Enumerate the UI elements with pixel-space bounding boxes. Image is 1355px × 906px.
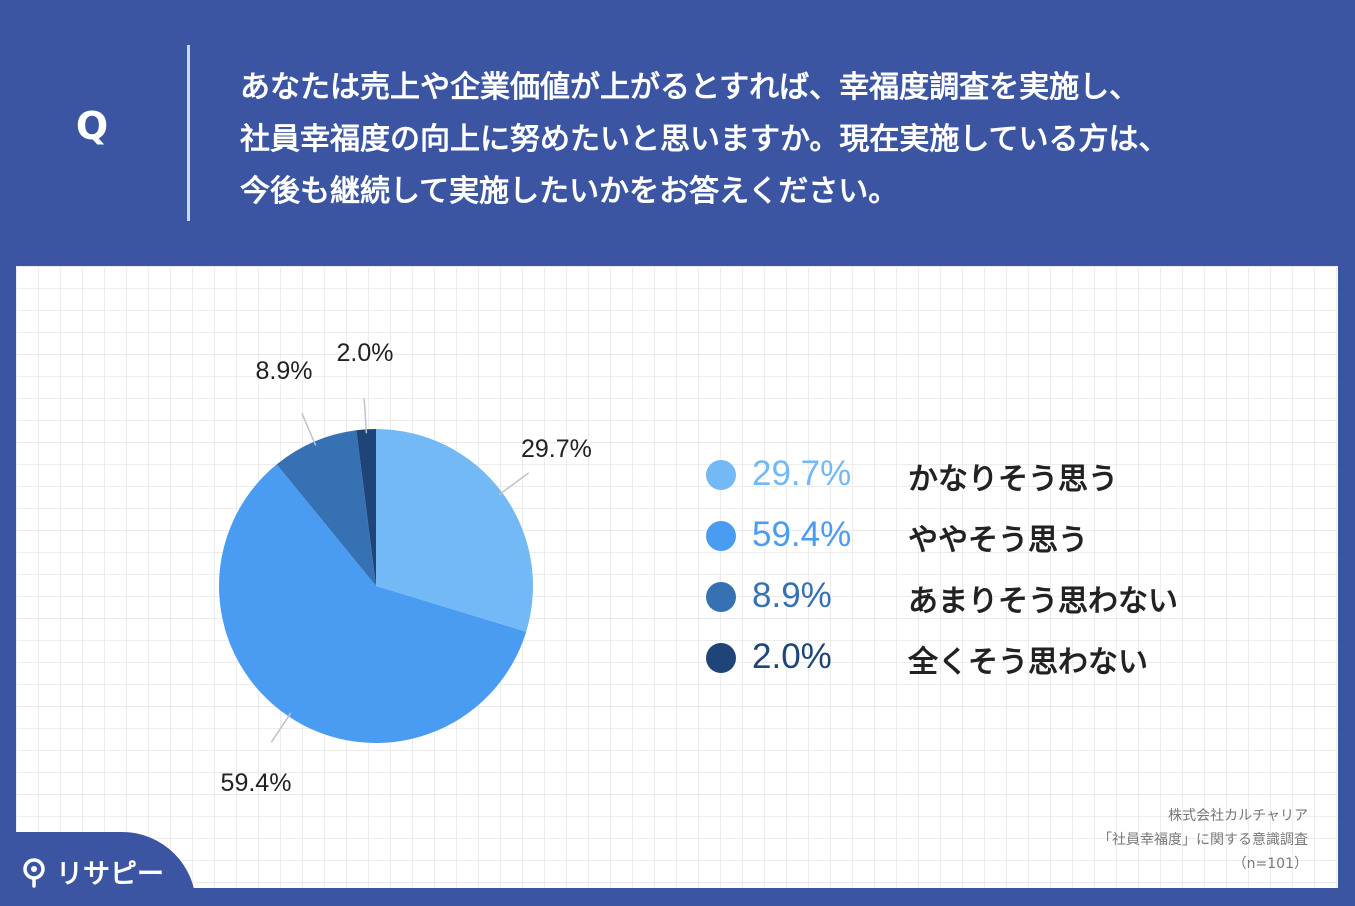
leader-line [363,398,368,434]
legend-swatch [706,582,736,612]
legend-label: ややそう思う [908,523,1088,558]
data-label: 2.0% [337,339,394,367]
leader-line [270,712,292,743]
legend-percent: 29.7% [752,454,852,493]
legend-swatch [706,521,736,551]
question-line: あなたは売上や企業価値が上がるとすれば、幸福度調査を実施し、 [240,70,1140,105]
question-text: あなたは売上や企業価値が上がるとすれば、幸福度調査を実施し、 社員幸福度の向上に… [240,62,1320,218]
legend-label: 全くそう思わない [908,645,1148,680]
pie-slice [276,430,376,586]
legend-percent: 8.9% [752,576,832,615]
legend-label: あまりそう思わない [908,584,1178,619]
question-line: 社員幸福度の向上に努めたいと思いますか。現在実施している方は、 [240,122,1169,157]
legend-swatch [706,460,736,490]
legend-percent: 59.4% [752,515,852,554]
question-divider [187,45,190,221]
leader-line [498,472,530,496]
chart-panel: 29.7% 59.4% 8.9% 2.0% 29.7% かなりそう思う 59.4% や… [16,266,1338,888]
pie-slice [219,464,527,743]
pie-chart: 29.7% 59.4% 8.9% 2.0% [219,339,592,797]
data-label: 29.7% [521,435,592,463]
question-line: 今後も継続して実施したいかをお答えください。 [240,174,899,209]
source-note: 株式会社カルチャリア 「社員幸福度」に関する意識調査 （n=101） [1098,804,1308,876]
legend-swatch [706,643,736,673]
source-survey: 「社員幸福度」に関する意識調査 [1098,832,1308,848]
legend-label: かなりそう思う [908,462,1118,497]
question-mark: Q [75,104,109,148]
pie-slice [356,429,376,586]
legend-percent: 2.0% [752,637,832,676]
data-label: 59.4% [221,769,292,797]
brand-tab: リサピー [0,832,196,906]
data-label: 8.9% [256,357,313,385]
brand-name: リサピー [56,859,164,890]
leader-line [301,412,317,446]
pie-slice [376,429,533,632]
source-company: 株式会社カルチャリア [1168,808,1308,824]
source-sample: （n=101） [1232,856,1308,872]
pin-icon [23,858,45,888]
